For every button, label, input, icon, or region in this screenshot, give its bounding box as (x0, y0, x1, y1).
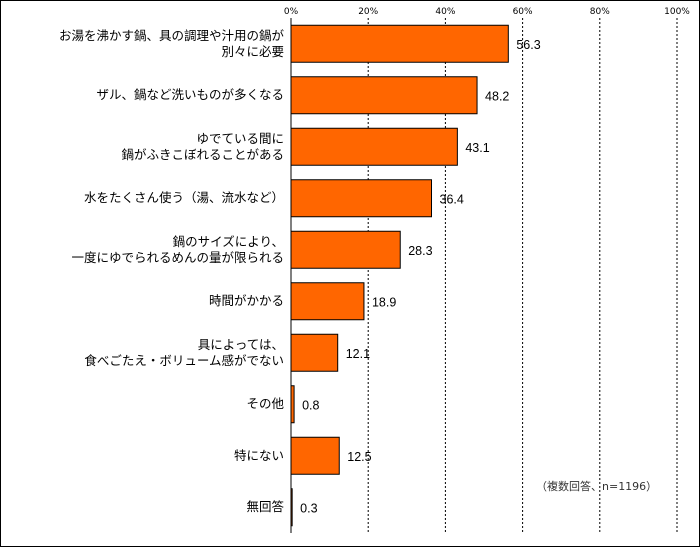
category-label: 特にない (233, 447, 284, 463)
bar (290, 282, 365, 321)
category-label: ザル、鍋など洗いものが多くなる (96, 87, 284, 103)
category-label: その他 (246, 396, 284, 412)
value-label: 18.9 (372, 295, 396, 309)
x-tick-label: 60% (513, 7, 533, 17)
x-tick-label: 0% (284, 7, 299, 17)
bar (290, 230, 401, 269)
bar (290, 179, 433, 218)
category-label: お湯を沸かす鍋、具の調理や汁用の鍋が 別々に必要 (58, 27, 284, 59)
value-label: 48.2 (485, 89, 509, 103)
category-label: 無回答 (246, 499, 284, 515)
value-label: 43.1 (465, 141, 489, 155)
x-tick-label: 100% (664, 7, 690, 17)
category-label: 時間がかかる (208, 293, 284, 309)
bar (290, 76, 478, 115)
category-label: 具によっては、 食べごたえ・ボリューム感がでない (84, 336, 284, 368)
value-label: 0.8 (302, 398, 319, 412)
value-label: 12.5 (347, 450, 371, 464)
bar (290, 436, 340, 475)
category-label: 水をたくさん使う（湯、流水など） (83, 190, 284, 206)
x-tick-label: 80% (590, 7, 610, 17)
sample-note: （複数回答、n=1196） (536, 480, 658, 493)
value-label: 28.3 (408, 244, 432, 258)
category-label: ゆでている間に 鍋がふきこぼれることがある (121, 130, 284, 162)
value-label: 56.3 (516, 38, 540, 52)
x-tick-label: 20% (358, 7, 378, 17)
value-label: 12.1 (346, 347, 370, 361)
x-tick-label: 40% (435, 7, 455, 17)
value-label: 0.3 (300, 501, 317, 515)
value-label: 36.4 (440, 192, 464, 206)
bar (290, 333, 339, 372)
category-label: 鍋のサイズにより、 一度にゆでられるめんの量が限られる (71, 233, 284, 265)
bar (290, 127, 458, 166)
bar (290, 24, 509, 63)
